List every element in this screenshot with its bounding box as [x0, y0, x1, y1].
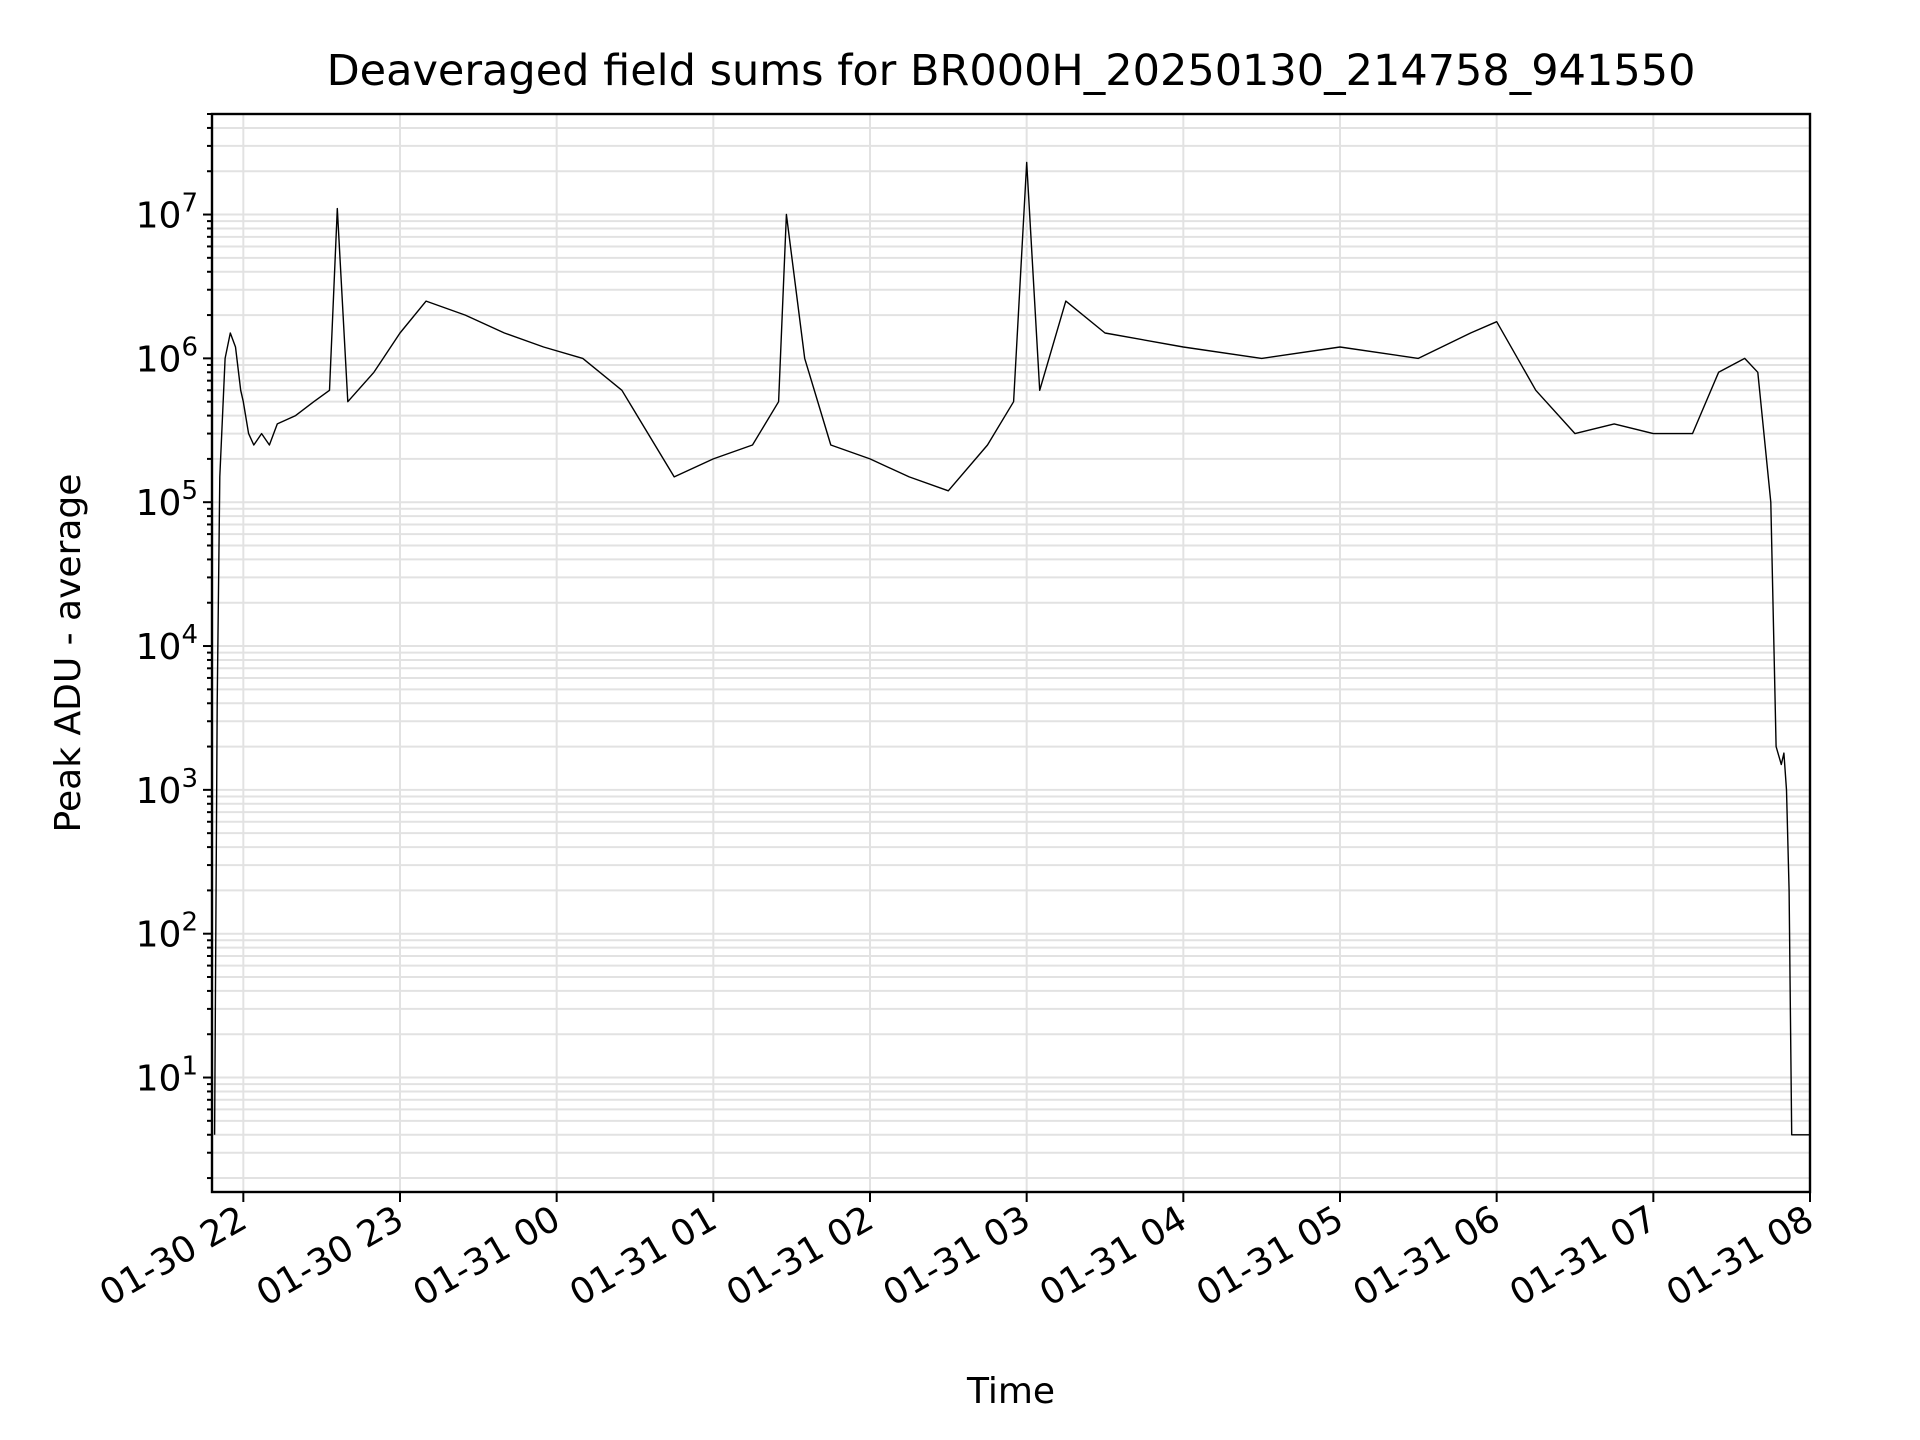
y-tick-label: 106 [136, 332, 198, 380]
series-line [213, 161, 1810, 1136]
series-layer [213, 161, 1810, 1136]
y-tick-label: 104 [136, 620, 198, 668]
y-tick-label: 105 [136, 476, 198, 524]
x-axis-label: Time [966, 1371, 1055, 1412]
gridlines [212, 113, 1811, 1192]
y-tick-label: 102 [136, 908, 198, 956]
chart-title: Deaveraged field sums for BR000H_2025013… [327, 46, 1696, 96]
y-tick-label: 103 [136, 764, 198, 812]
y-tick-label: 101 [136, 1052, 198, 1100]
y-tick-label: 107 [136, 189, 198, 237]
y-axis-label: Peak ADU - average [48, 474, 89, 833]
